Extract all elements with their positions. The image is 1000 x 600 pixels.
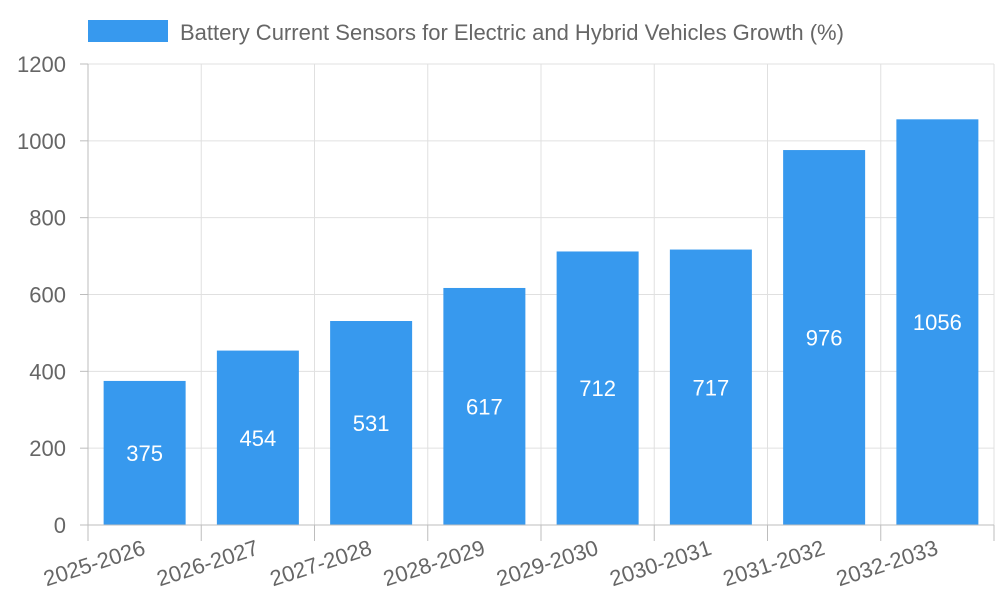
x-tick-label: 2026-2027 — [154, 535, 262, 591]
bar[interactable] — [330, 321, 413, 525]
y-tick-label: 0 — [54, 513, 66, 538]
bar[interactable] — [896, 119, 979, 525]
bar-value-label: 531 — [353, 411, 390, 436]
axes-layer — [80, 63, 995, 541]
y-tick-label: 400 — [29, 359, 66, 384]
bar[interactable] — [103, 380, 186, 525]
x-tick-label: 2025-2026 — [40, 535, 148, 591]
bar-value-label: 717 — [693, 375, 730, 400]
y-tick-label: 600 — [29, 283, 66, 308]
bar-value-label: 976 — [806, 326, 843, 351]
legend-swatch — [88, 20, 168, 42]
y-tick-label: 1000 — [17, 129, 66, 154]
bar[interactable] — [669, 249, 752, 526]
bar[interactable] — [783, 150, 866, 525]
legend[interactable]: Battery Current Sensors for Electric and… — [88, 20, 844, 45]
bar-value-label: 712 — [579, 376, 616, 401]
bar[interactable] — [556, 251, 639, 525]
bar[interactable] — [216, 350, 299, 525]
bar-value-label: 617 — [466, 394, 503, 419]
bar-value-label: 375 — [126, 441, 163, 466]
y-tick-label: 800 — [29, 206, 66, 231]
x-tick-label: 2029-2030 — [493, 535, 601, 591]
bar-value-label: 454 — [240, 426, 277, 451]
x-tick-label: 2028-2029 — [380, 535, 488, 591]
y-tick-label: 1200 — [17, 52, 66, 77]
x-tick-label: 2032-2033 — [833, 535, 941, 591]
legend-label: Battery Current Sensors for Electric and… — [180, 20, 844, 45]
x-tick-label: 2031-2032 — [720, 535, 828, 591]
bars-layer — [103, 119, 979, 526]
x-tick-label: 2030-2031 — [607, 535, 715, 591]
bar[interactable] — [443, 287, 526, 525]
y-tick-label: 200 — [29, 436, 66, 461]
bar-value-label: 1056 — [913, 310, 962, 335]
x-tick-label: 2027-2028 — [267, 535, 375, 591]
